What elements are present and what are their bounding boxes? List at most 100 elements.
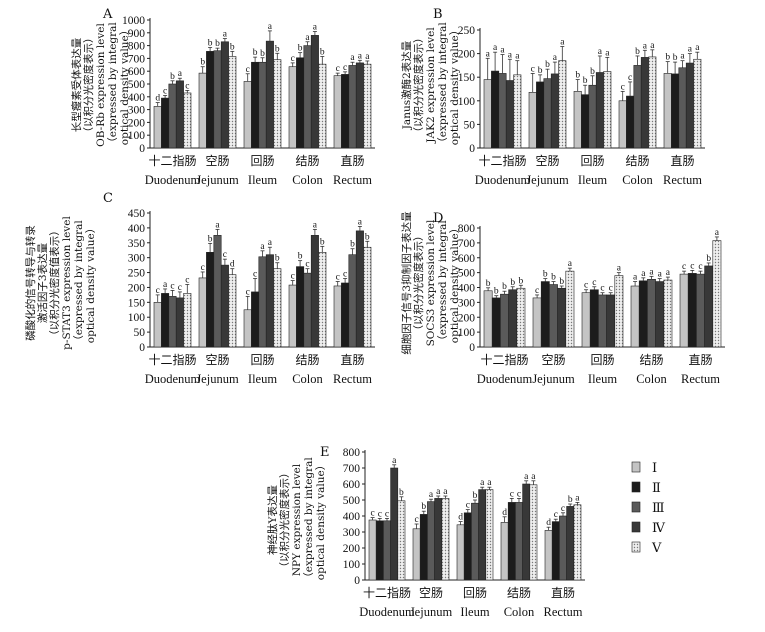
- significance-letter: c: [370, 509, 374, 519]
- x-tick-label-zh: 十二指肠: [148, 352, 196, 367]
- x-tick-label-en: Jejunum: [196, 173, 239, 187]
- bar-series-3: [213, 50, 222, 149]
- y-tick-label: 700: [343, 463, 361, 475]
- significance-letter: c: [414, 515, 418, 525]
- significance-letter: b: [215, 39, 220, 49]
- y-tick-label: 600: [128, 66, 146, 78]
- significance-letter: b: [494, 287, 499, 297]
- y-tick-label: 0: [469, 342, 475, 354]
- significance-letter: c: [609, 284, 613, 294]
- category-group: c ca a a: [333, 51, 372, 149]
- bar-series-2: [626, 95, 635, 149]
- x-tick-label-en: Rectum: [333, 372, 372, 386]
- x-tick-label-zh: 直肠: [670, 154, 694, 168]
- bar-series-2: [419, 514, 428, 581]
- bar-series-5: [573, 504, 582, 581]
- significance-letter: c: [253, 270, 257, 280]
- bar-series-4: [175, 297, 184, 348]
- y-axis-label-line: （以积分光密度表示）: [412, 231, 425, 336]
- significance-letter: c: [621, 82, 625, 92]
- significance-letter: c: [291, 54, 295, 64]
- significance-letter: d: [230, 260, 235, 270]
- significance-letter: b: [575, 71, 580, 81]
- significance-letter: b: [538, 66, 543, 76]
- significance-letter: a: [500, 46, 505, 56]
- x-tick-label-zh: 结肠: [295, 154, 319, 168]
- y-tick-label: 200: [458, 49, 476, 61]
- significance-letter: a: [480, 478, 485, 488]
- y-tick-label: 50: [134, 327, 146, 339]
- y-axis-label-line: JAK2 expression level: [425, 27, 437, 144]
- significance-letter: b: [365, 232, 370, 242]
- panel-letter: D: [433, 211, 443, 226]
- significance-letter: c: [531, 64, 535, 74]
- bar-series-2: [491, 297, 501, 348]
- significance-letter: a: [715, 228, 720, 238]
- significance-letter: a: [443, 487, 448, 497]
- bar-series-1: [198, 277, 207, 348]
- bar-series-1: [528, 92, 537, 149]
- bar-series-3: [168, 83, 177, 149]
- x-tick-label-zh: 空肠: [541, 353, 565, 367]
- significance-letter: c: [466, 501, 470, 511]
- significance-letter: c: [628, 73, 632, 83]
- category-group: bb b b b: [483, 276, 526, 348]
- x-tick-label-zh: 直肠: [688, 353, 712, 367]
- significance-letter: a: [575, 493, 580, 503]
- y-tick-label: 200: [343, 543, 361, 555]
- bar-series-3: [678, 67, 687, 149]
- y-axis-label: 神经肽Y表达量 （以积分光密度表示） NPY expression level （ex…: [266, 457, 327, 583]
- x-tick-label-zh: 回肠: [580, 154, 604, 168]
- bar-series-1: [618, 100, 627, 149]
- significance-letter: c: [336, 272, 340, 282]
- x-tick-label-en: Ileum: [248, 173, 277, 187]
- x-tick-label-zh: 结肠: [295, 353, 319, 367]
- bar-series-2: [540, 281, 550, 348]
- bar-series-3: [647, 279, 656, 348]
- bar-series-3: [500, 293, 509, 348]
- significance-letter: a: [688, 45, 693, 55]
- bar-series-3: [383, 520, 391, 581]
- legend-label: Ⅰ: [652, 461, 657, 476]
- bar-series-1: [679, 273, 689, 348]
- y-tick-label: 350: [128, 238, 146, 250]
- significance-letter: d: [155, 94, 160, 104]
- y-tick-label: 200: [128, 117, 146, 129]
- y-tick-label: 0: [139, 143, 145, 155]
- significance-letter: a: [215, 220, 220, 230]
- x-tick-label-en: Rectum: [663, 173, 702, 187]
- x-tick-label-zh: 十二指肠: [478, 153, 526, 168]
- bar-series-3: [633, 65, 642, 149]
- y-tick-label: 900: [128, 28, 146, 40]
- y-axis-label-line: （expressed by integral: [437, 220, 449, 346]
- significance-letter: a: [508, 50, 513, 60]
- significance-letter: a: [486, 49, 491, 59]
- significance-letter: c: [178, 283, 182, 293]
- bar-series-2: [161, 97, 170, 149]
- bar-series-1: [544, 530, 553, 581]
- x-tick-label-en: Duodenum: [475, 173, 531, 187]
- bar-series-4: [355, 230, 364, 348]
- significance-letter: b: [275, 44, 280, 54]
- bar-series-1: [581, 292, 591, 348]
- significance-letter: a: [392, 456, 397, 466]
- category-group: ca c cc: [153, 275, 192, 348]
- panel-letter: B: [433, 7, 443, 22]
- y-axis-label-line: （以积分光密度表示）: [412, 33, 425, 138]
- bar-series-2: [551, 521, 560, 581]
- significance-letter: c: [682, 262, 686, 272]
- x-tick-label-en: Colon: [622, 173, 653, 187]
- y-tick-label: 50: [464, 119, 476, 131]
- significance-letter: c: [163, 87, 167, 97]
- y-tick-label: 700: [458, 238, 476, 250]
- bar-series-5: [603, 71, 612, 149]
- bar-series-3: [515, 502, 523, 581]
- bar-series-3: [348, 254, 357, 348]
- bar-series-3: [258, 61, 267, 149]
- bar-series-2: [581, 94, 590, 149]
- y-axis-label-line: 激活因子3表达量: [36, 242, 49, 323]
- significance-letter: a: [649, 267, 654, 277]
- x-tick-label-zh: 空肠: [419, 586, 443, 600]
